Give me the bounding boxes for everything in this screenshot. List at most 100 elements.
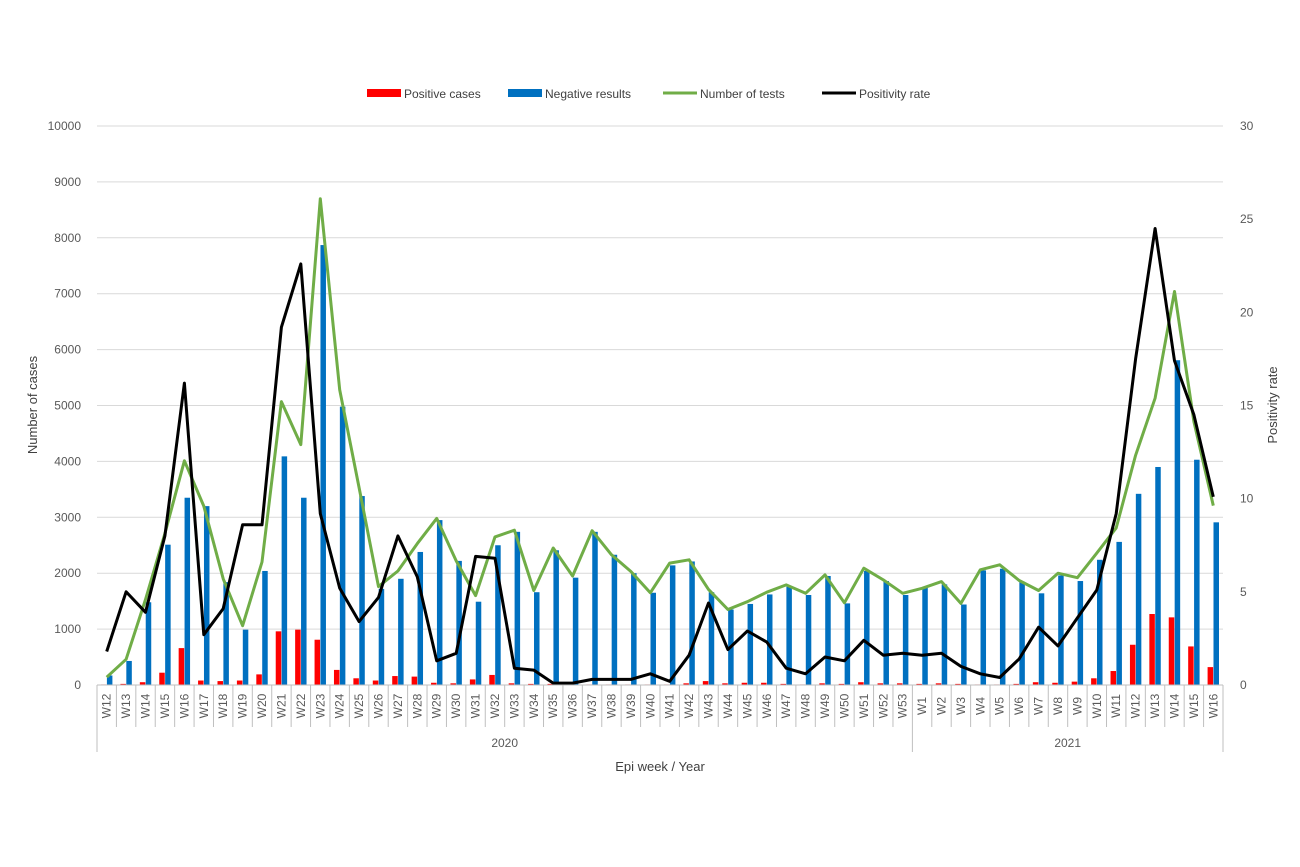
- x-tick-label: W46: [760, 693, 774, 718]
- bar-negative-results: [766, 594, 773, 685]
- bar-positive-cases: [353, 678, 359, 685]
- x-tick-label: W40: [643, 693, 657, 718]
- bar-negative-results: [339, 406, 346, 685]
- x-tick-label: W7: [1032, 697, 1046, 715]
- series-lines: [105, 197, 1215, 685]
- x-tick-label: W47: [779, 693, 793, 718]
- legend-label-number-of-tests: Number of tests: [700, 87, 785, 101]
- bar-positive-cases: [314, 639, 321, 685]
- x-tick-label: W25: [352, 693, 366, 718]
- x-tick-label: W45: [740, 693, 754, 718]
- bar-negative-results: [203, 506, 210, 685]
- bar-positive-cases: [1149, 614, 1155, 685]
- bar-negative-results: [980, 570, 987, 685]
- bar-positive-cases: [877, 683, 884, 685]
- x-tick-label: W8: [1051, 697, 1065, 715]
- bar-negative-results: [611, 554, 618, 685]
- bar-positive-cases: [392, 676, 398, 685]
- bar-negative-results: [1174, 360, 1181, 685]
- bar-positive-cases: [838, 683, 845, 685]
- bar-negative-results: [301, 497, 307, 685]
- x-tick-label: W16: [177, 693, 191, 718]
- bar-negative-results: [650, 592, 656, 685]
- bar-negative-results: [747, 603, 754, 685]
- bar-positive-cases: [1110, 671, 1117, 685]
- x-axis-title: Epi week / Year: [615, 759, 705, 774]
- bar-negative-results: [1077, 581, 1084, 685]
- bar-negative-results: [941, 584, 948, 685]
- bar-positive-cases: [431, 682, 437, 685]
- bars: [101, 245, 1219, 685]
- bar-negative-results: [223, 582, 229, 685]
- x-tick-label: W38: [604, 693, 618, 718]
- bar-positive-cases: [722, 683, 728, 685]
- bar-positive-cases: [1091, 678, 1097, 685]
- bar-negative-results: [262, 570, 268, 685]
- bar-positive-cases: [896, 683, 903, 685]
- x-tick-label: W21: [274, 693, 288, 718]
- bar-positive-cases: [333, 669, 340, 685]
- x-tick-label: W52: [876, 693, 890, 718]
- bar-negative-results: [1155, 466, 1161, 685]
- x-tick-label: W44: [721, 693, 735, 718]
- bar-negative-results: [553, 550, 559, 685]
- bar-negative-results: [165, 544, 171, 685]
- bar-positive-cases: [916, 683, 922, 685]
- bar-negative-results: [475, 601, 482, 685]
- x-tick-label: W48: [799, 693, 813, 718]
- bar-negative-results: [572, 577, 579, 685]
- y-left-tick-label: 2000: [54, 566, 81, 580]
- y-right-tick-label: 5: [1240, 585, 1247, 599]
- x-tick-label: W24: [333, 693, 347, 718]
- bar-negative-results: [864, 570, 870, 685]
- bar-negative-results: [1038, 593, 1045, 685]
- x-tick-label: W51: [857, 693, 871, 718]
- bar-positive-cases: [275, 631, 282, 685]
- bar-positive-cases: [372, 680, 379, 685]
- x-tick-label: W26: [372, 693, 386, 718]
- bar-positive-cases: [1052, 682, 1058, 685]
- x-tick-label: W30: [449, 693, 463, 718]
- bar-positive-cases: [159, 672, 165, 685]
- x-tick-label: W2: [935, 697, 949, 715]
- bar-positive-cases: [780, 683, 786, 685]
- bar-positive-cases: [935, 683, 942, 685]
- legend-swatch-positive-cases: [367, 89, 401, 97]
- y-left-tick-label: 3000: [54, 510, 81, 524]
- x-tick-label: W12: [1129, 693, 1143, 718]
- bar-positive-cases: [469, 679, 476, 685]
- bar-negative-results: [145, 602, 152, 685]
- bar-positive-cases: [858, 682, 864, 685]
- y-left-tick-label: 7000: [54, 287, 81, 301]
- x-tick-label: W22: [294, 693, 308, 718]
- x-tick-label: W23: [313, 693, 327, 718]
- bar-negative-results: [126, 660, 132, 685]
- bar-positive-cases: [547, 683, 554, 685]
- bar-negative-results: [805, 595, 812, 685]
- bar-negative-results: [1019, 581, 1025, 685]
- y-left-tick-label: 5000: [54, 399, 81, 413]
- y-right-tick-label: 10: [1240, 492, 1254, 506]
- x-tick-label: W37: [585, 693, 599, 718]
- bar-positive-cases: [295, 629, 301, 685]
- bar-negative-results: [281, 456, 288, 685]
- bar-positive-cases: [256, 674, 262, 685]
- bar-negative-results: [184, 497, 191, 685]
- bar-positive-cases: [1188, 646, 1194, 685]
- bar-positive-cases: [1013, 683, 1019, 685]
- bar-negative-results: [902, 595, 909, 685]
- line-positivity-rate: [105, 227, 1215, 685]
- x-tick-label: W17: [197, 693, 211, 718]
- x-tick-label: W36: [566, 693, 580, 718]
- x-tick-label: W50: [837, 693, 851, 718]
- bar-positive-cases: [178, 648, 185, 685]
- y-right-tick-label: 25: [1240, 212, 1254, 226]
- x-tick-label: W29: [430, 693, 444, 718]
- bar-positive-cases: [683, 683, 689, 685]
- y-left-tick-label: 0: [74, 678, 81, 692]
- bar-negative-results: [398, 578, 404, 685]
- x-tick-label: W6: [1012, 697, 1026, 715]
- bar-positive-cases: [1071, 681, 1078, 685]
- bar-positive-cases: [217, 681, 223, 685]
- x-tick-label: W41: [663, 693, 677, 718]
